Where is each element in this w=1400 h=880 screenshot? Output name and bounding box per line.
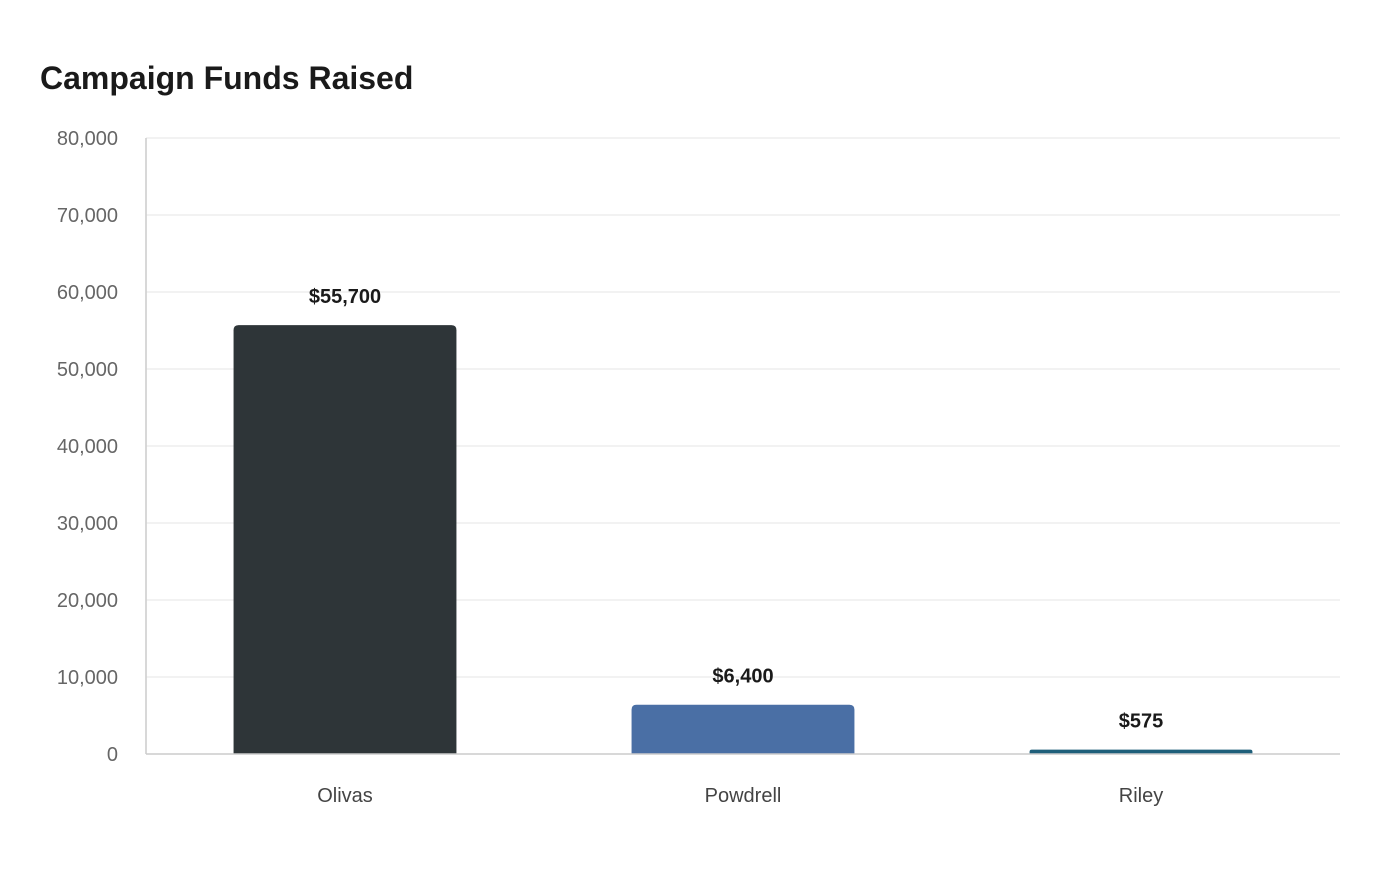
- x-tick-label-riley: Riley: [1119, 785, 1163, 807]
- y-tick-label: 20,000: [57, 590, 118, 612]
- y-tick-label: 30,000: [57, 513, 118, 535]
- y-tick-label: 60,000: [57, 282, 118, 304]
- bar-riley: [1029, 749, 1253, 754]
- chart-title: Campaign Funds Raised: [40, 60, 414, 96]
- y-tick-label: 70,000: [57, 205, 118, 227]
- y-axis-ticks: 0 10,000 20,000 30,000 40,000 50,000 60,000 70,…: [57, 128, 118, 766]
- y-tick-label: 50,000: [57, 359, 118, 381]
- x-tick-label-olivas: Olivas: [317, 785, 373, 807]
- bar-powdrell: [631, 704, 855, 754]
- y-tick-label: 10,000: [57, 667, 118, 689]
- data-label-powdrell: $6,400: [712, 666, 773, 688]
- data-label-olivas: $55,700: [309, 286, 381, 308]
- bars: [233, 325, 1253, 754]
- bar-olivas: [233, 325, 457, 754]
- data-labels: $55,700 $6,400 $575: [309, 286, 1163, 732]
- data-label-riley: $575: [1119, 711, 1164, 733]
- x-tick-label-powdrell: Powdrell: [705, 785, 782, 807]
- y-tick-label: 40,000: [57, 436, 118, 458]
- y-tick-label: 80,000: [57, 128, 118, 150]
- y-tick-label: 0: [107, 744, 118, 766]
- x-axis-ticks: Olivas Powdrell Riley: [317, 785, 1163, 807]
